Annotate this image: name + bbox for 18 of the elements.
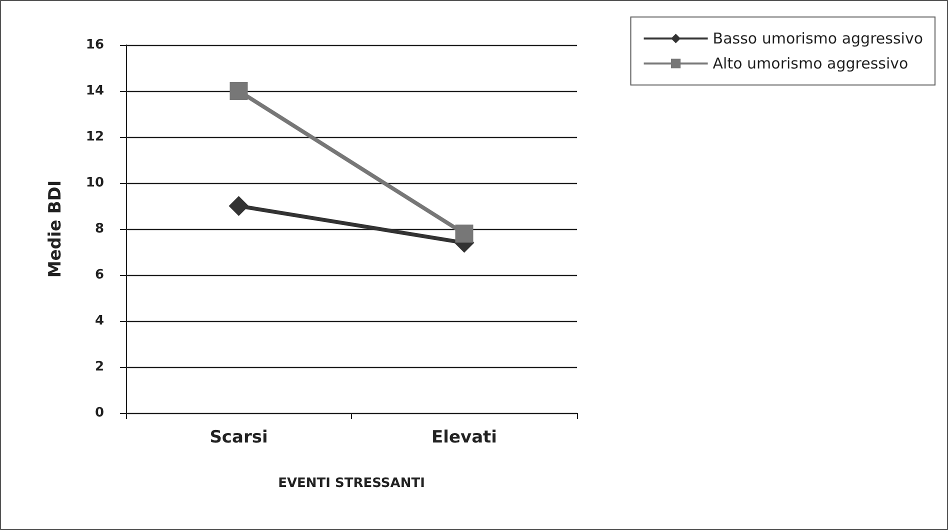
- y-tick-label: 0: [94, 406, 104, 420]
- y-tick-label: 8: [94, 222, 104, 236]
- y-tick-label: 6: [94, 268, 104, 282]
- y-tick-label: 2: [94, 360, 104, 374]
- x-tick-label: Elevati: [432, 428, 497, 448]
- legend-label: Alto umorismo aggressivo: [712, 54, 908, 72]
- y-tick-label: 4: [94, 314, 104, 328]
- point: [455, 224, 474, 243]
- y-tick-label: 14: [86, 84, 104, 98]
- y-tick-label: 12: [86, 130, 104, 144]
- x-tick-label: Scarsi: [210, 428, 268, 448]
- point: [228, 196, 249, 216]
- y-tick-label: 16: [86, 38, 104, 52]
- y-axis-title: Medie BDI: [46, 180, 66, 278]
- legend-label: Basso umorismo aggressivo: [712, 30, 924, 48]
- y-tick-label: 10: [86, 176, 104, 190]
- point: [230, 82, 248, 100]
- x-axis-title: EVENTI STRESSANTI: [278, 476, 425, 491]
